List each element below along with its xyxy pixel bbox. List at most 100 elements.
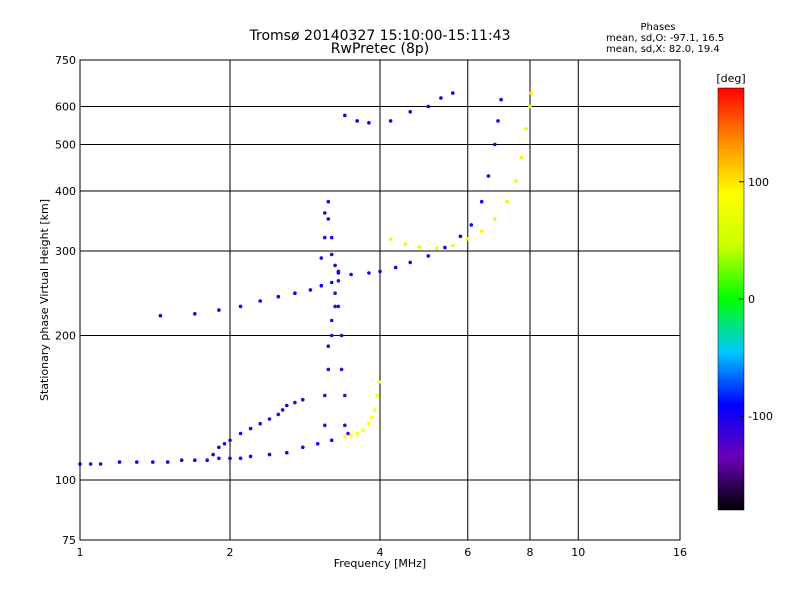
data-point	[408, 110, 413, 114]
data-point	[308, 288, 313, 292]
data-point	[267, 452, 272, 457]
x-tick-label: 8	[527, 546, 534, 559]
data-points	[78, 91, 534, 466]
data-point	[408, 260, 413, 265]
data-point	[319, 256, 324, 260]
y-tick-label: 400	[55, 185, 76, 198]
data-point	[439, 96, 443, 100]
data-point	[378, 269, 382, 274]
phase-stats-x: mean, sd,X: 82.0, 19.4	[606, 44, 720, 55]
data-point	[493, 217, 497, 221]
data-point	[238, 431, 243, 436]
data-point	[528, 104, 532, 109]
data-point	[329, 333, 334, 338]
x-axis-ticks: 1 2 4 6 8 10 16	[77, 546, 688, 559]
data-point	[336, 304, 341, 309]
data-point	[493, 142, 497, 147]
data-point	[529, 91, 534, 95]
data-point	[343, 113, 347, 118]
data-point	[458, 234, 463, 239]
colorbar-label: [deg]	[716, 72, 745, 85]
y-axis-ticks: 75 100 200 300 400 500 600 750	[55, 54, 76, 547]
data-point	[276, 412, 281, 417]
x-tick-label: 1	[77, 546, 84, 559]
data-point	[333, 263, 337, 268]
data-point	[361, 428, 365, 433]
data-point	[151, 460, 155, 464]
data-point	[193, 312, 197, 316]
y-tick-label: 600	[55, 101, 76, 114]
data-point	[319, 283, 324, 288]
y-tick-label: 300	[55, 245, 76, 258]
data-point	[301, 445, 305, 450]
data-point	[326, 199, 331, 204]
data-point	[238, 456, 243, 461]
data-point	[393, 265, 398, 270]
data-point	[267, 417, 272, 421]
phase-stats-title: Phases	[640, 22, 676, 33]
data-point	[329, 438, 334, 443]
data-point	[276, 294, 281, 299]
data-point	[326, 217, 331, 221]
x-tick-label: 16	[673, 546, 687, 559]
x-axis-label: Frequency [MHz]	[334, 557, 426, 570]
data-point	[426, 254, 431, 258]
data-point	[217, 308, 221, 312]
y-tick-label: 500	[55, 139, 76, 152]
data-point	[336, 279, 341, 283]
y-tick-label: 75	[62, 534, 76, 547]
data-point	[293, 291, 297, 296]
data-point	[367, 271, 371, 275]
data-point	[479, 199, 484, 204]
data-point	[333, 304, 337, 309]
data-point	[326, 367, 331, 372]
data-point	[301, 397, 305, 402]
x-tick-label: 10	[571, 546, 585, 559]
y-tick-label: 200	[55, 330, 76, 343]
data-point	[329, 235, 334, 240]
data-point	[369, 415, 374, 420]
data-point	[205, 458, 209, 463]
x-tick-label: 4	[377, 546, 384, 559]
data-point	[293, 400, 297, 405]
data-point	[339, 367, 344, 372]
chart-subtitle: RwPretec (8p)	[330, 41, 430, 57]
data-point	[339, 333, 344, 338]
data-point	[228, 438, 232, 443]
data-point	[375, 393, 380, 398]
data-point	[486, 174, 491, 178]
data-point	[165, 460, 170, 464]
chart-title: Tromsø 20140327 15:10:00-15:11:43	[249, 28, 511, 44]
data-point	[323, 211, 327, 215]
y-tick-label: 100	[55, 474, 76, 487]
colorbar-tick-label: 0	[748, 293, 755, 306]
data-point	[372, 408, 377, 412]
data-point	[222, 442, 227, 446]
data-point	[193, 458, 197, 463]
data-point	[417, 245, 422, 249]
data-point	[88, 462, 93, 466]
data-point	[388, 119, 393, 123]
data-point	[238, 304, 243, 309]
data-point	[158, 313, 163, 318]
colorbar-tick-label: -100	[748, 410, 773, 423]
data-point	[388, 237, 393, 241]
x-tick-label: 6	[464, 546, 471, 559]
data-point	[329, 318, 334, 323]
data-point	[451, 91, 455, 95]
data-point	[258, 299, 263, 303]
data-point	[367, 121, 371, 125]
data-point	[343, 435, 347, 439]
data-point	[329, 252, 334, 257]
colorbar-tick-label: 100	[748, 176, 769, 189]
data-point	[479, 229, 484, 233]
phase-stats-o: mean, sd,O: -97.1, 16.5	[606, 33, 725, 44]
data-point	[323, 393, 327, 398]
colorbar-ticks: 100 0 -100	[739, 176, 773, 423]
data-point	[336, 271, 341, 275]
data-point	[285, 450, 289, 455]
data-point	[211, 452, 215, 457]
data-point	[435, 246, 439, 251]
data-point	[228, 456, 232, 461]
